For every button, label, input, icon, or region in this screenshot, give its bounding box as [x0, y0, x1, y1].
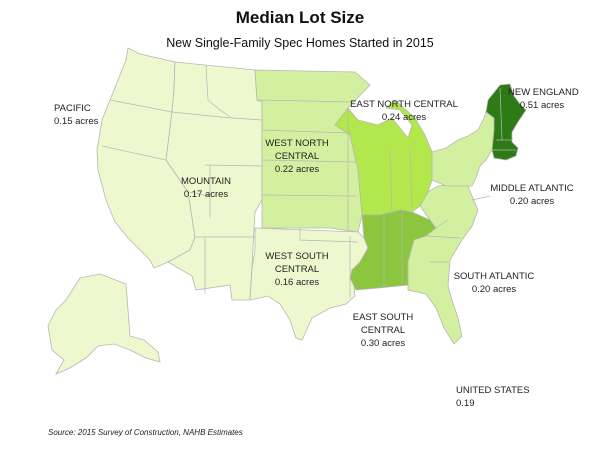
label-west-north-central: WEST NORTH CENTRAL 0.22 acres — [254, 137, 340, 176]
label-new-england: NEW ENGLAND 0.51 acres — [508, 86, 579, 112]
map-subtitle: New Single-Family Spec Homes Started in … — [166, 36, 434, 50]
national-name: UNITED STATES — [456, 385, 530, 396]
region-value: 0.15 acres — [54, 116, 99, 127]
label-east-north-central: EAST NORTH CENTRAL 0.24 acres — [344, 98, 464, 124]
region-name: WEST SOUTH CENTRAL — [265, 251, 329, 275]
region-value: 0.30 acres — [360, 338, 406, 349]
region-value: 0.51 acres — [519, 100, 565, 111]
region-name: EAST SOUTH CENTRAL — [352, 312, 414, 336]
national-value: 0.19 — [456, 398, 475, 409]
region-name: WEST NORTH CENTRAL — [265, 138, 329, 162]
region-name: EAST NORTH CENTRAL — [350, 99, 458, 110]
region-name: MOUNTAIN — [181, 176, 231, 187]
label-pacific: PACIFIC 0.15 acres — [54, 102, 98, 128]
source-note: Source: 2015 Survey of Construction, NAH… — [48, 428, 243, 437]
label-south-atlantic: SOUTH ATLANTIC 0.20 acres — [446, 270, 542, 296]
label-east-south-central: EAST SOUTH CENTRAL 0.30 acres — [344, 311, 422, 350]
label-mountain: MOUNTAIN 0.17 acres — [170, 175, 242, 201]
map-title: Median Lot Size — [235, 8, 365, 27]
region-value: 0.20 acres — [471, 284, 517, 295]
region-alaska — [47, 273, 161, 375]
region-name: NEW ENGLAND — [508, 87, 579, 98]
label-west-south-central: WEST SOUTH CENTRAL 0.16 acres — [258, 250, 336, 289]
label-united-states: UNITED STATES 0.19 — [456, 384, 530, 410]
region-name: PACIFIC — [54, 103, 91, 114]
region-value: 0.22 acres — [274, 164, 320, 175]
label-middle-atlantic: MIDDLE ATLANTIC 0.20 acres — [482, 182, 582, 208]
region-name: SOUTH ATLANTIC — [453, 271, 535, 282]
region-value: 0.17 acres — [183, 189, 229, 200]
state-boundaries — [101, 65, 516, 298]
region-name: MIDDLE ATLANTIC — [490, 183, 574, 194]
region-value: 0.16 acres — [274, 277, 320, 288]
region-value: 0.20 acres — [509, 196, 555, 207]
region-value: 0.24 acres — [381, 112, 427, 123]
